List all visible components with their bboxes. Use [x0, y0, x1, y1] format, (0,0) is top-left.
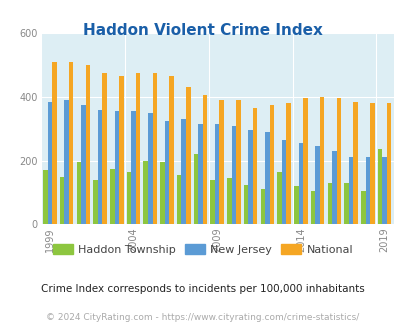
Bar [110, 169, 114, 224]
Bar [47, 102, 52, 224]
Bar [260, 189, 264, 224]
Bar [382, 157, 386, 224]
Legend: Haddon Township, New Jersey, National: Haddon Township, New Jersey, National [48, 240, 357, 259]
Bar [52, 62, 56, 224]
Bar [286, 103, 290, 224]
Bar [319, 97, 324, 224]
Bar [114, 111, 119, 224]
Bar [236, 100, 240, 224]
Bar [214, 124, 219, 224]
Bar [64, 100, 68, 224]
Bar [293, 186, 298, 224]
Bar [219, 100, 224, 224]
Bar [369, 103, 374, 224]
Bar [68, 62, 73, 224]
Bar [102, 73, 107, 224]
Bar [365, 157, 369, 224]
Bar [210, 180, 214, 224]
Bar [360, 191, 365, 224]
Bar [248, 130, 252, 224]
Bar [60, 177, 64, 224]
Bar [93, 180, 98, 224]
Bar [252, 108, 257, 224]
Bar [386, 103, 390, 224]
Bar [377, 149, 382, 224]
Bar [85, 65, 90, 224]
Bar [76, 162, 81, 224]
Bar [198, 124, 202, 224]
Bar [336, 98, 340, 224]
Bar [352, 102, 357, 224]
Bar [343, 183, 348, 224]
Text: Crime Index corresponds to incidents per 100,000 inhabitants: Crime Index corresponds to incidents per… [41, 284, 364, 294]
Bar [202, 95, 207, 224]
Bar [231, 125, 236, 224]
Bar [135, 73, 140, 224]
Bar [331, 151, 336, 224]
Bar [119, 76, 123, 224]
Bar [298, 143, 303, 224]
Bar [310, 191, 315, 224]
Bar [98, 110, 102, 224]
Bar [303, 98, 307, 224]
Bar [81, 105, 85, 224]
Bar [227, 178, 231, 224]
Bar [160, 162, 164, 224]
Bar [327, 183, 331, 224]
Bar [164, 121, 169, 224]
Bar [131, 111, 135, 224]
Bar [181, 119, 185, 224]
Bar [193, 154, 198, 224]
Bar [126, 172, 131, 224]
Bar [264, 132, 269, 224]
Bar [143, 161, 148, 224]
Bar [43, 170, 47, 224]
Bar [177, 175, 181, 224]
Bar [315, 146, 319, 224]
Bar [152, 73, 157, 224]
Bar [243, 184, 248, 224]
Bar [281, 140, 286, 224]
Bar [185, 87, 190, 224]
Bar [148, 113, 152, 224]
Bar [269, 105, 273, 224]
Text: Haddon Violent Crime Index: Haddon Violent Crime Index [83, 23, 322, 38]
Text: © 2024 CityRating.com - https://www.cityrating.com/crime-statistics/: © 2024 CityRating.com - https://www.city… [46, 313, 359, 322]
Bar [169, 76, 173, 224]
Bar [277, 172, 281, 224]
Bar [348, 157, 352, 224]
